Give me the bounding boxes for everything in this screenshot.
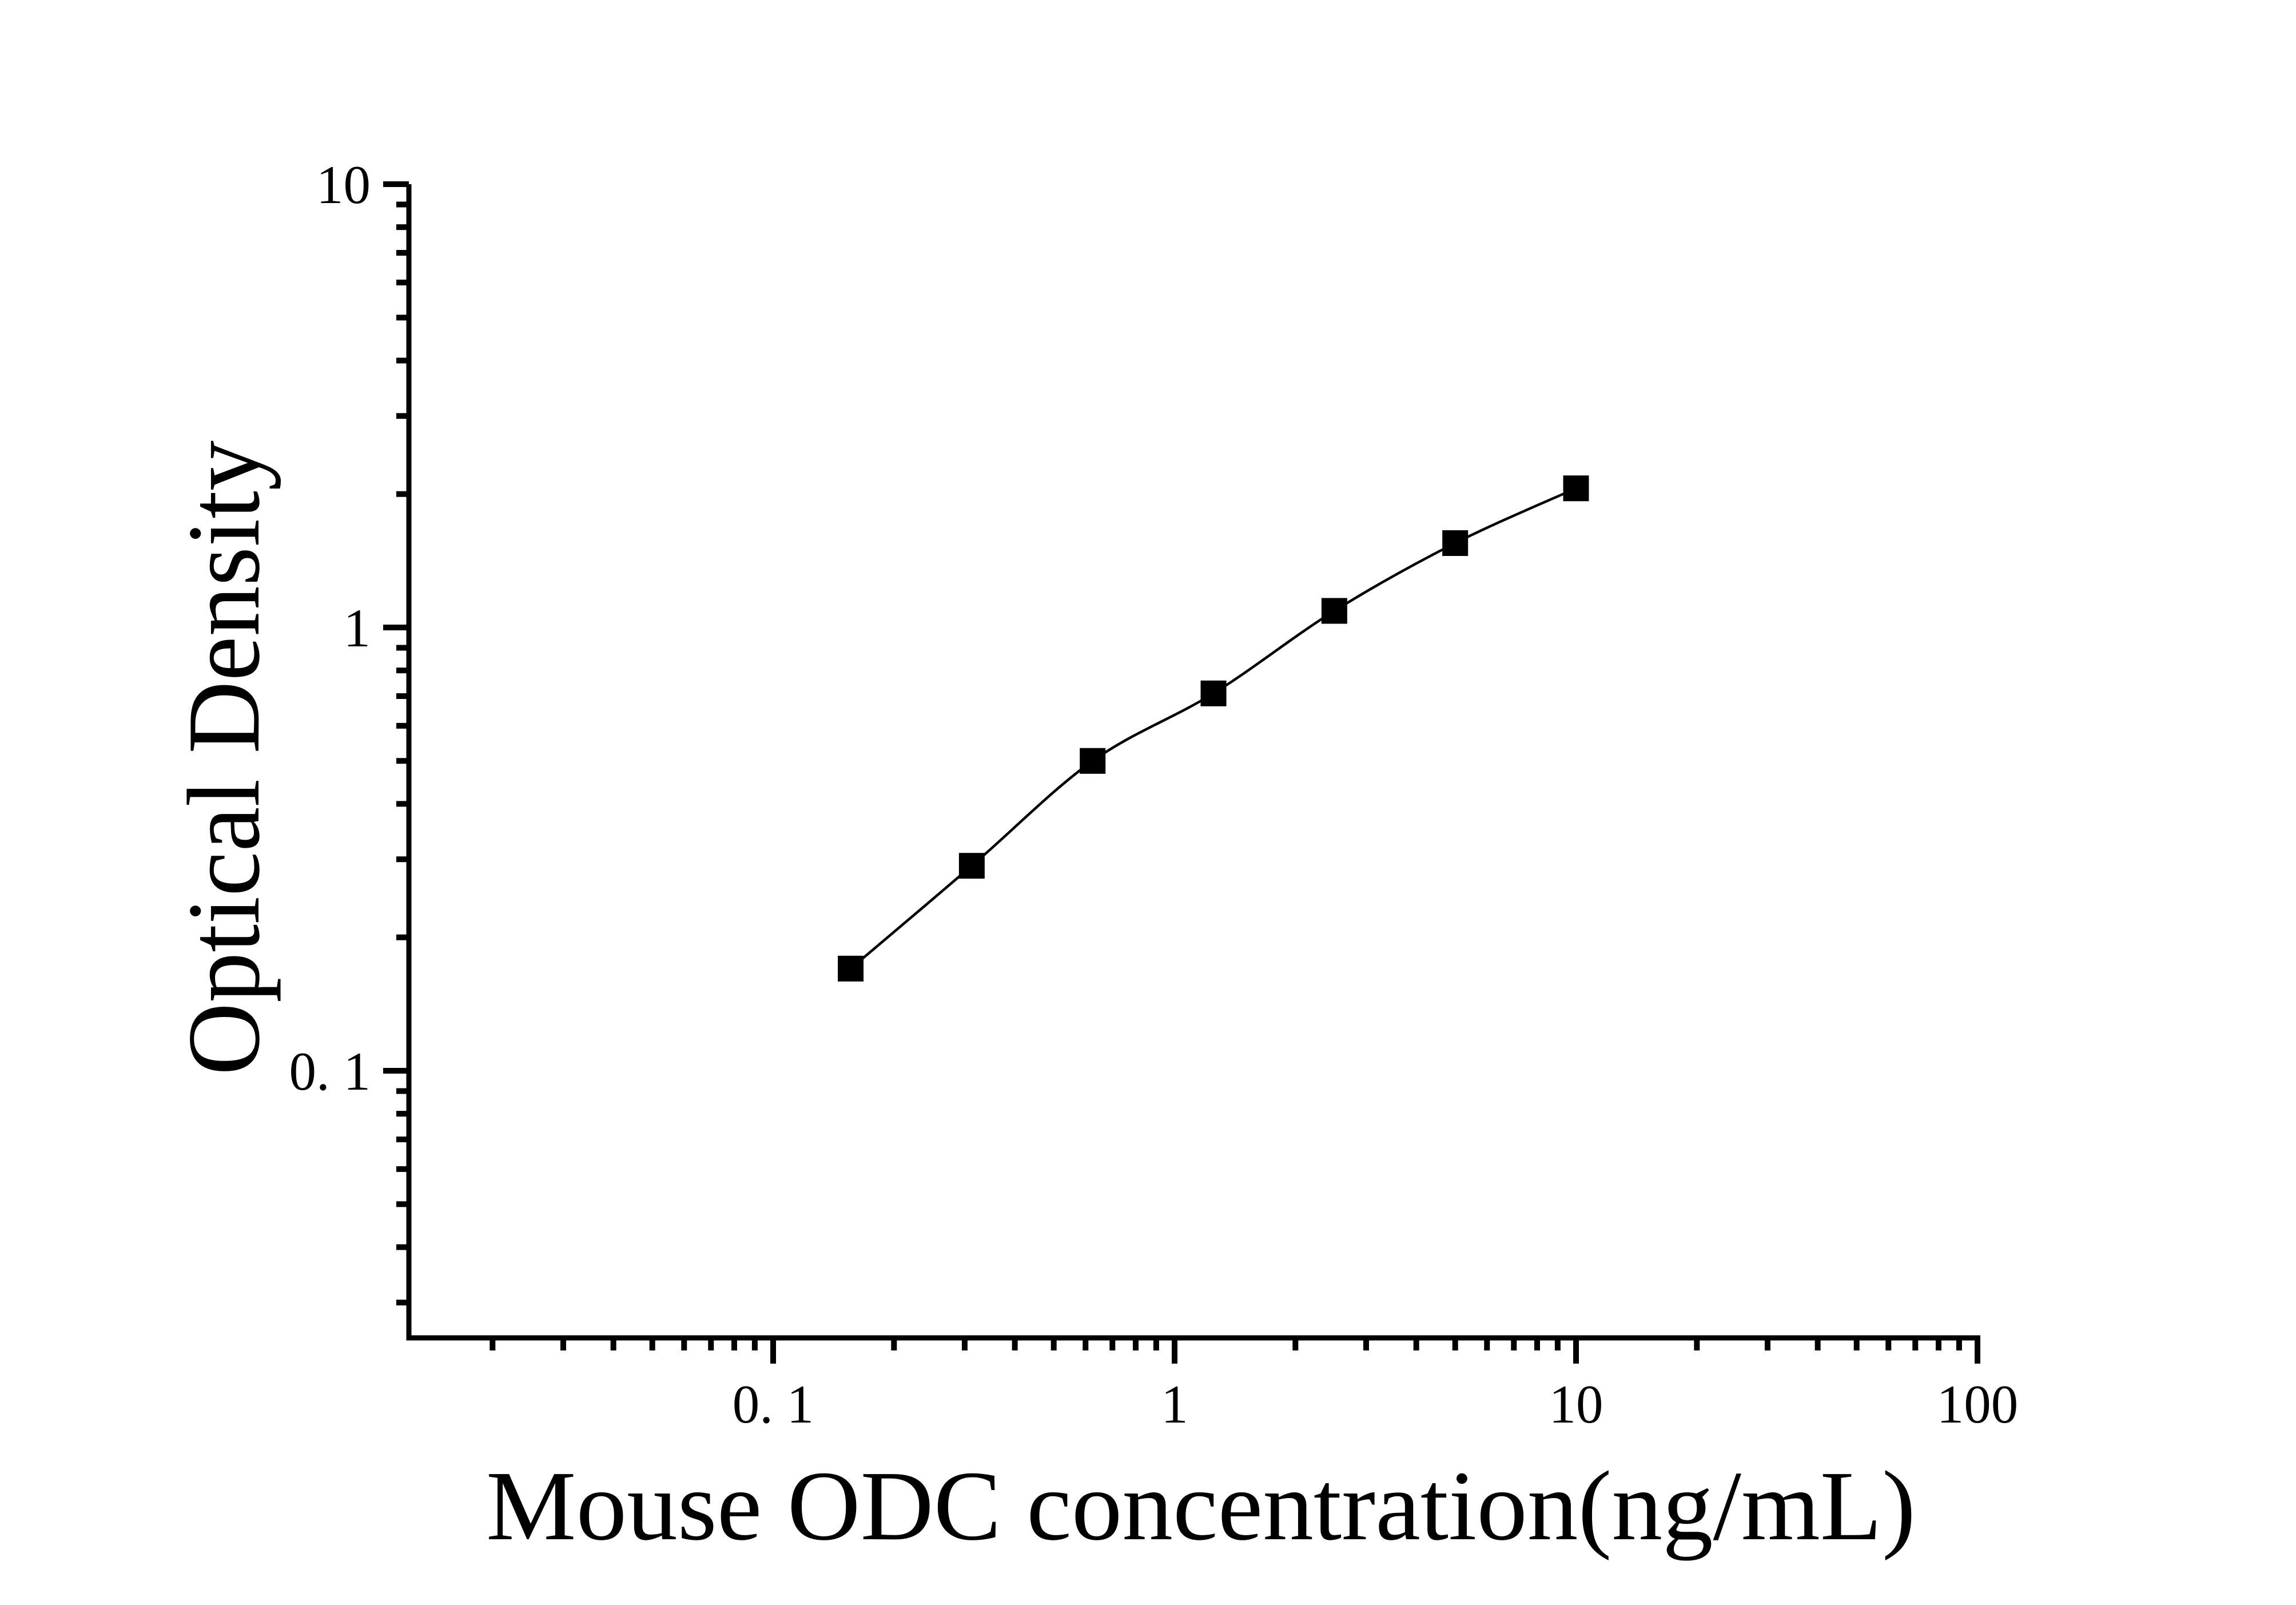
x-tick-label: 10 — [1549, 1374, 1603, 1435]
data-point-marker — [1200, 680, 1227, 706]
x-axis-title: Mouse ODC concentration(ng/mL) — [486, 1451, 1916, 1561]
y-tick-label: 0. 1 — [289, 1041, 371, 1102]
data-point-marker — [958, 853, 985, 879]
data-point-marker — [1321, 598, 1347, 624]
plot-layer: 0. 1 1 10 100 10 1 0. 1 — [289, 154, 2019, 1435]
x-tick-label: 1 — [1161, 1374, 1188, 1435]
data-point-marker — [838, 955, 864, 982]
x-tick-label: 0. 1 — [733, 1374, 814, 1435]
x-tick-label: 100 — [1937, 1374, 2019, 1435]
data-point-marker — [1563, 475, 1589, 502]
y-tick-label: 10 — [316, 154, 371, 215]
standard-curve-line — [850, 487, 1577, 970]
y-axis-title: Optical Density — [167, 440, 281, 1075]
data-point-marker — [1442, 530, 1469, 556]
data-point-marker — [1080, 748, 1106, 774]
y-tick-label: 1 — [344, 598, 371, 658]
